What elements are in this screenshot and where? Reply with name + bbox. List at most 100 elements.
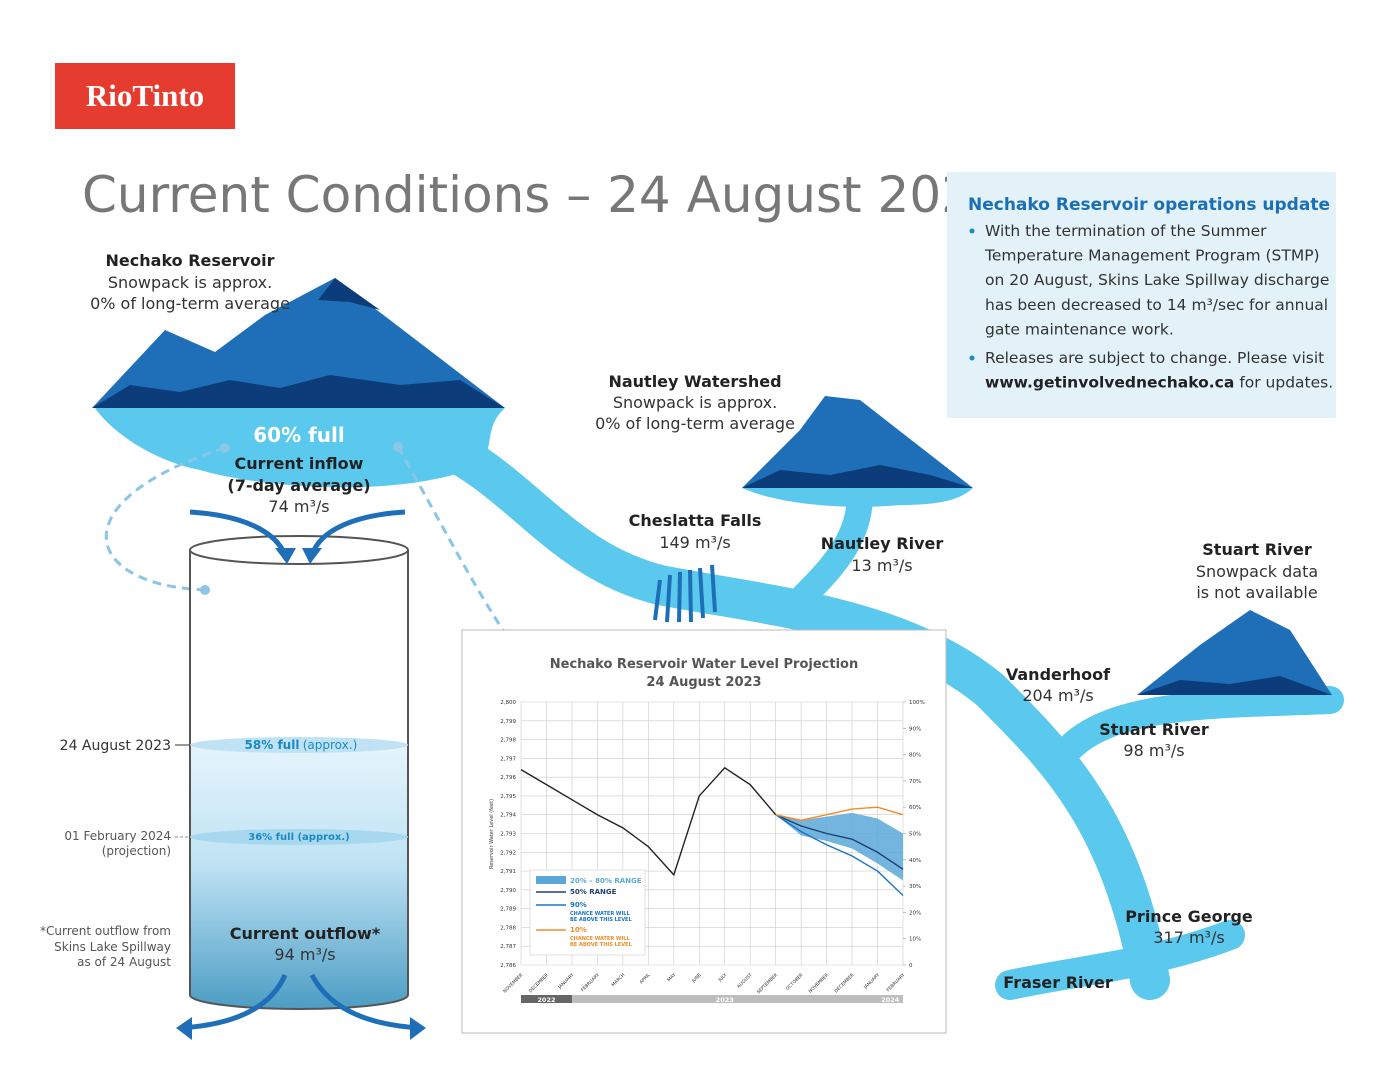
snowpack: is not available [1196,583,1317,602]
y-tick-label: 2,797 [500,756,516,762]
place-name: Vanderhoof [1006,665,1111,684]
level-projection [190,829,408,845]
current-date: 24 August 2023 [60,738,171,754]
cylinder-top [189,535,409,565]
bullet-line: gate maintenance work. [985,320,1174,338]
flow: 98 m³/s [1123,741,1184,760]
flow: 149 m³/s [659,533,730,552]
series-line [775,806,904,822]
snowpack: Snowpack is approx. [108,273,272,292]
y-tick-label: 2,793 [500,832,516,838]
mountain-base [1137,676,1332,695]
link: www.getinvolvednechako.ca [985,374,1234,392]
year-label: 2024 [881,996,900,1004]
inflow-label: Current inflow [235,454,364,473]
fall-line [710,564,717,613]
y2-tick-label: 30% [909,884,921,890]
mountain [92,278,505,408]
projection-date: 01 February 2024 [64,829,171,843]
place-name: Cheslatta Falls [629,511,762,530]
fall-line [688,569,693,623]
x-tick-label: MAY [666,972,677,983]
y-tick-label: 2,791 [500,869,516,875]
y2-tick-label: 20% [909,910,921,916]
flow: 317 m³/s [1153,928,1224,947]
fraser-river-shape [995,920,1245,1000]
y-tick-label: 2,790 [500,888,516,894]
cylinder [189,550,409,1010]
arrow [179,973,288,1031]
place-name: Fraser River [1003,973,1113,992]
arrow [189,509,288,557]
year-label: 2023 [716,996,734,1004]
footnote: as of 24 August [77,955,171,969]
connector [104,446,226,592]
legend-label: 50% RANGE [570,888,617,896]
place-name: Nechako Reservoir [106,251,275,270]
year-label: 2022 [537,996,555,1004]
inflow-label: (7-day average) [227,476,370,495]
outflow-label: Current outflow* [230,924,381,943]
arrow [309,973,421,1031]
cylinder-water [190,745,408,1009]
y2-tick-label: 70% [909,779,921,785]
y2-tick-label: 90% [909,726,921,732]
y2-tick-label: 10% [909,937,921,943]
mountain [742,396,973,488]
bullets: With the termination of the Summer Temper… [969,222,1333,392]
y-tick-label: 2,789 [500,907,516,913]
footnote: *Current outflow from [40,924,171,938]
y-tick-label: 2,787 [500,944,516,950]
falls [653,564,717,623]
mountain-base [92,375,505,408]
y-tick-label: 2,796 [500,775,516,781]
place-name: Nautley River [821,534,944,553]
series-line [775,814,904,896]
arrowhead [176,1017,192,1040]
series-line [520,766,777,877]
series-line [775,814,904,870]
fall-line [677,571,682,623]
page-title: Current Conditions – 24 August 2023 [82,166,1005,224]
snowpack: Snowpack data [1196,562,1318,581]
current-approx: (approx.) [303,738,358,752]
logo: RioTinto [86,78,204,113]
outflow: 94 m³/s [274,945,335,964]
bullet-line: Releases are subject to change. Please v… [985,349,1324,367]
bullet-line: Temperature Management Program (STMP) [984,247,1320,265]
stuart-river-shape [1046,686,1344,774]
y-tick-label: 2,788 [500,925,516,931]
y-tick-label: 2,792 [500,850,516,856]
y-tick-label: 2,786 [500,963,516,969]
snowpack: 0% of long-term average [595,414,795,433]
bullet-line: has been decreased to 14 m³/sec for annu… [985,296,1328,314]
arrowhead [275,548,296,564]
y-tick-label: 2,798 [500,738,516,744]
x-tick-label: JULY [717,972,729,984]
place-name: Nautley Watershed [608,372,781,391]
current-level: 58% full [245,738,300,752]
y2-tick-label: 0 [909,963,913,969]
arrow [309,509,406,556]
chart-title: Nechako Reservoir Water Level Projection [550,657,858,672]
nautley-lake [742,488,973,507]
legend-label: 10% [570,926,587,934]
connector-dot [200,585,210,595]
year-strip [521,995,903,1003]
y2-tick-label: 50% [909,832,921,838]
y-tick-label: 2,795 [500,794,516,800]
level-current [190,737,408,753]
fill-level: 60% full [253,423,344,447]
mountain-cap [318,278,380,310]
arrowhead [302,548,322,564]
arrows [179,509,421,1031]
y2-tick-label: 60% [909,805,921,811]
snowpack: Snowpack is approx. [613,393,777,412]
arrowhead [410,1017,426,1040]
mountain-base [742,465,973,488]
projection-note: (projection) [102,844,171,858]
legend-label: 20% – 80% RANGE [570,877,642,885]
y2-tick-label: 40% [909,858,921,864]
legend-swatch [536,876,566,884]
